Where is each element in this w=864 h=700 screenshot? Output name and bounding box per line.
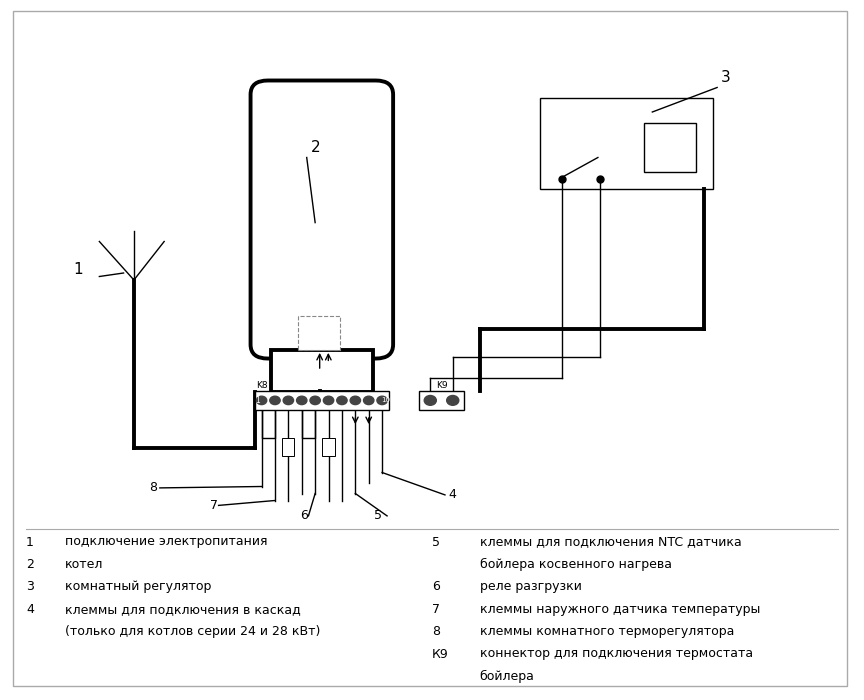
Text: коннектор для подключения термостата: коннектор для подключения термостата: [480, 648, 753, 661]
Text: 6: 6: [432, 580, 440, 594]
Text: подключение электропитания: подключение электропитания: [65, 536, 267, 549]
Text: 5: 5: [374, 510, 383, 522]
Text: реле разгрузки: реле разгрузки: [480, 580, 581, 594]
Text: 4: 4: [448, 489, 456, 501]
Text: 5: 5: [432, 536, 440, 549]
Bar: [644, 122, 696, 172]
Bar: [255, 391, 389, 409]
Text: бойлера косвенного нагрева: бойлера косвенного нагрева: [480, 558, 671, 571]
Text: клеммы для подключения NTC датчика: клеммы для подключения NTC датчика: [480, 536, 741, 549]
Text: 2: 2: [311, 139, 321, 155]
Text: 4: 4: [26, 603, 34, 616]
Text: клеммы комнатного терморегулятора: клеммы комнатного терморегулятора: [480, 625, 734, 638]
Circle shape: [447, 395, 459, 405]
Text: 7: 7: [432, 603, 440, 616]
Text: 8: 8: [149, 482, 157, 494]
Text: 10: 10: [382, 398, 391, 403]
Bar: [540, 98, 713, 189]
Text: клеммы наружного датчика температуры: клеммы наружного датчика температуры: [480, 603, 760, 616]
Text: 6: 6: [300, 510, 308, 522]
Text: 7: 7: [210, 499, 219, 512]
Bar: [298, 316, 340, 350]
Text: 3: 3: [26, 580, 34, 594]
Text: (только для котлов серии 24 и 28 кВт): (только для котлов серии 24 и 28 кВт): [65, 625, 321, 638]
Text: котел: котел: [65, 558, 103, 571]
Circle shape: [364, 396, 374, 405]
Circle shape: [283, 396, 294, 405]
Text: 1: 1: [255, 396, 260, 405]
Bar: [322, 438, 334, 456]
Text: 3: 3: [721, 69, 731, 85]
Text: комнатный регулятор: комнатный регулятор: [65, 580, 211, 594]
Circle shape: [377, 396, 387, 405]
Text: 1: 1: [26, 536, 34, 549]
Circle shape: [257, 396, 267, 405]
Text: 1: 1: [73, 262, 83, 277]
Text: клеммы для подключения в каскад: клеммы для подключения в каскад: [65, 603, 301, 616]
Text: K8: K8: [257, 382, 268, 391]
Circle shape: [350, 396, 360, 405]
FancyBboxPatch shape: [251, 80, 393, 358]
Bar: [283, 438, 295, 456]
Circle shape: [270, 396, 280, 405]
Circle shape: [323, 396, 334, 405]
Text: К9: К9: [432, 648, 448, 661]
Text: бойлера: бойлера: [480, 670, 535, 683]
Text: K9: K9: [435, 382, 448, 391]
Text: 2: 2: [26, 558, 34, 571]
Text: 8: 8: [432, 625, 440, 638]
Circle shape: [424, 395, 436, 405]
Bar: [419, 391, 464, 409]
Bar: [271, 350, 372, 392]
Circle shape: [296, 396, 307, 405]
Circle shape: [337, 396, 347, 405]
Circle shape: [310, 396, 321, 405]
